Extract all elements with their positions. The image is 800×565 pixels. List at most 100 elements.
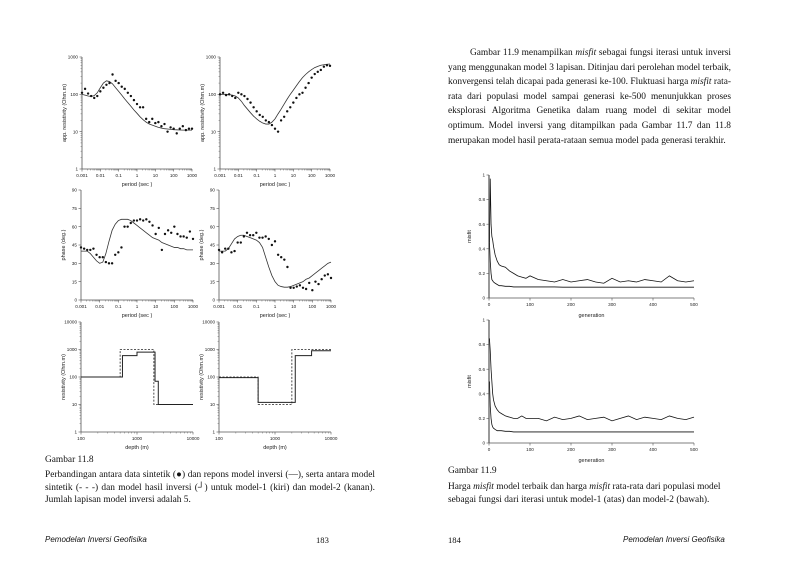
data-point <box>301 91 304 94</box>
y-tick-label: 60 <box>210 224 216 229</box>
data-point <box>310 76 313 79</box>
data-point <box>270 123 274 127</box>
y-tick-label: 0.8 <box>479 197 486 202</box>
y-tick-label: 0.6 <box>479 367 486 372</box>
data-point <box>129 221 132 225</box>
data-point <box>249 101 252 104</box>
data-point <box>308 281 311 285</box>
x-tick-label: 1000 <box>187 173 198 178</box>
data-point <box>191 237 195 241</box>
x-tick-label: 10000 <box>187 436 200 441</box>
y-tick-label: 10000 <box>64 320 77 325</box>
data-point <box>292 286 295 289</box>
x-tick-label: 400 <box>649 302 657 307</box>
model-response-curve <box>219 234 332 288</box>
x-tick-label: 0.001 <box>213 304 225 309</box>
x-tick-label: 10000 <box>325 436 338 441</box>
data-point <box>283 258 286 261</box>
x-axis-label: depth (m) <box>125 445 149 451</box>
data-point <box>224 247 227 250</box>
x-tick-label: 0.01 <box>234 173 243 178</box>
data-point <box>114 79 117 83</box>
data-point <box>108 81 111 85</box>
data-point <box>154 232 157 236</box>
data-point <box>169 126 172 129</box>
x-tick-label: 300 <box>608 447 616 452</box>
left-page-number: 183 <box>316 535 329 545</box>
data-point <box>96 94 99 98</box>
y-tick-label: 0.2 <box>479 271 486 276</box>
data-point <box>252 106 255 109</box>
x-tick-label: 0.1 <box>253 173 260 178</box>
right-page-number: 184 <box>448 535 461 545</box>
average-misfit-line <box>489 338 695 422</box>
data-point <box>188 230 192 233</box>
data-point <box>144 117 148 121</box>
data-point <box>295 96 298 100</box>
data-point <box>184 128 188 132</box>
x-tick-label: 100 <box>170 304 178 309</box>
data-point <box>258 113 261 117</box>
y-tick-label: 1 <box>74 430 77 435</box>
figure-11-9-label: Gambar 11.9 <box>448 466 497 476</box>
synthetic-model-line <box>81 349 193 405</box>
data-point <box>273 127 277 130</box>
data-point <box>126 225 129 228</box>
data-point <box>80 91 84 94</box>
data-point <box>280 256 283 259</box>
y-tick-label: 0.4 <box>479 246 486 251</box>
data-point <box>246 97 249 101</box>
y-tick-label: 100 <box>208 92 216 97</box>
data-point <box>292 101 295 104</box>
x-axis-label: period (sec ) <box>122 182 153 188</box>
x-tick-label: 1 <box>136 304 139 309</box>
data-point <box>326 273 330 276</box>
data-point <box>242 235 246 238</box>
inversion-model-line <box>219 350 331 403</box>
data-point <box>258 236 261 239</box>
x-tick-label: 0.01 <box>233 304 242 309</box>
y-tick-label: 90 <box>72 188 78 193</box>
data-point <box>166 130 169 133</box>
chart-6: 0 100 200 300 400 500 0 0.2 0.4 0.6 0.8 1 generation… <box>467 173 698 319</box>
data-point <box>261 236 264 239</box>
data-point <box>276 253 280 256</box>
y-tick-label: 10 <box>210 402 216 407</box>
data-point <box>123 225 126 228</box>
data-point <box>160 125 163 128</box>
data-point <box>311 289 314 292</box>
data-point <box>248 234 252 237</box>
data-point <box>117 251 120 254</box>
data-point <box>329 276 333 280</box>
x-tick-label: 100 <box>308 173 316 178</box>
y-axis-label: misfit <box>467 230 473 243</box>
x-tick-label: 1000 <box>188 304 199 309</box>
y-tick-label: 30 <box>210 261 216 266</box>
data-point <box>295 285 298 288</box>
data-point <box>98 256 101 259</box>
y-tick-label: 100 <box>207 375 215 380</box>
data-point <box>301 286 305 289</box>
y-tick-label: 1000 <box>68 55 79 60</box>
data-point <box>320 278 323 281</box>
x-axis-label: generation <box>579 458 605 464</box>
data-point <box>135 219 139 222</box>
best-misfit-line <box>489 381 694 433</box>
data-point <box>105 83 108 87</box>
data-point <box>111 73 114 76</box>
y-axis-label: resistivity (Ohm.m) <box>199 354 205 400</box>
x-tick-label: 0.1 <box>115 173 122 178</box>
y-tick-label: 0.8 <box>479 342 486 347</box>
data-point <box>151 117 154 121</box>
synthetic-model-line <box>219 349 331 405</box>
x-tick-label: 10 <box>153 304 159 309</box>
data-point <box>190 127 194 130</box>
chart-7: 0 100 200 300 400 500 0 0.2 0.4 0.6 0.8 1 generation… <box>467 318 698 464</box>
data-point <box>282 115 286 119</box>
x-axis-label: period (sec ) <box>122 313 153 319</box>
data-point <box>187 127 191 130</box>
data-point <box>220 251 224 254</box>
y-tick-label: 10 <box>73 129 79 134</box>
data-point <box>231 94 234 98</box>
data-point <box>264 235 267 238</box>
